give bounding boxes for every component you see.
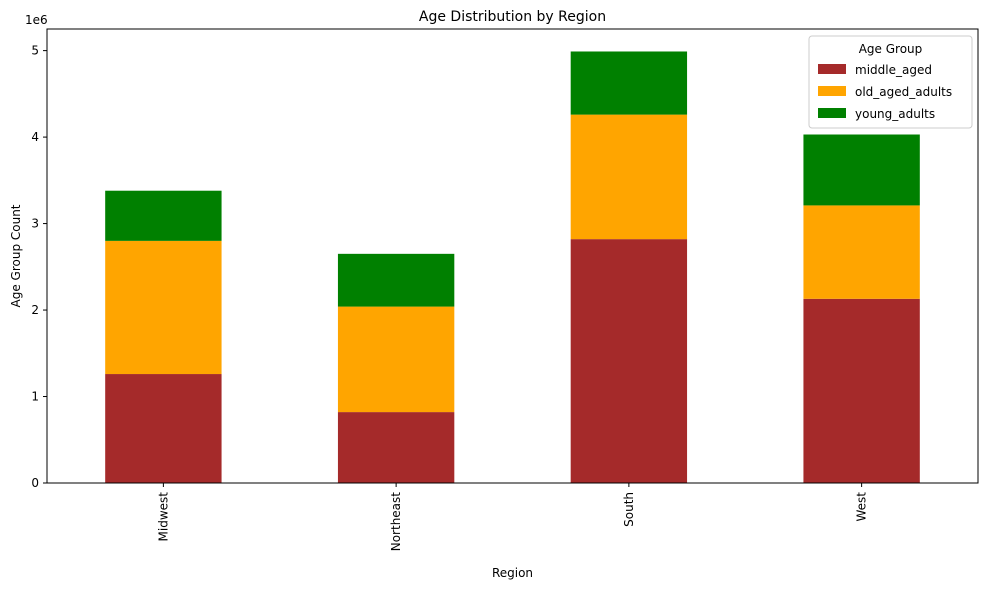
y-tick-label: 2	[31, 303, 39, 317]
bar-old_aged_adults-west	[803, 205, 920, 299]
y-tick-label: 1	[31, 390, 39, 404]
bar-middle_aged-south	[570, 239, 688, 483]
legend-label-young_adults: young_adults	[855, 107, 935, 121]
y-tick-label: 4	[31, 130, 39, 144]
bar-young_adults-midwest	[105, 190, 222, 241]
chart-title: Age Distribution by Region	[419, 9, 606, 25]
bar-middle_aged-midwest	[105, 374, 222, 483]
bar-middle_aged-northeast	[337, 412, 455, 483]
legend-label-old_aged_adults: old_aged_adults	[855, 85, 952, 99]
legend-label-middle_aged: middle_aged	[855, 63, 932, 77]
x-axis-label: Region	[492, 566, 533, 580]
bar-young_adults-south	[570, 51, 688, 115]
legend-swatch-middle_aged	[818, 64, 846, 74]
plot-frame	[46, 28, 979, 484]
bar-old_aged_adults-midwest	[105, 240, 222, 375]
bar-middle_aged-west	[803, 298, 920, 483]
legend-box	[808, 35, 973, 129]
y-axis-label: Age Group Count	[9, 204, 23, 307]
y-tick-label: 3	[31, 217, 39, 231]
legend-title: Age Group	[859, 42, 923, 56]
y-tick-label: 5	[31, 44, 39, 58]
bar-old_aged_adults-south	[570, 114, 688, 240]
x-tick-label-midwest: Midwest	[156, 492, 170, 542]
legend: Age Group middle_aged old_aged_adultsyoung…	[808, 35, 973, 129]
bar-old_aged_adults-northeast	[337, 306, 455, 413]
y-axis-multiplier: 1e6	[25, 13, 48, 27]
bar-young_adults-northeast	[337, 253, 455, 307]
x-tick-label-west: West	[855, 492, 869, 522]
x-tick-label-south: South	[622, 492, 636, 527]
legend-swatch-young_adults	[818, 108, 846, 118]
x-axis: Midwest Northeast South West	[156, 483, 869, 552]
legend-swatch-old_aged_adults	[818, 86, 846, 96]
bars-group	[105, 51, 920, 483]
y-tick-label: 0	[31, 476, 39, 490]
bar-young_adults-west	[803, 134, 920, 206]
x-tick-label-northeast: Northeast	[389, 492, 403, 552]
y-axis: 0 1 2 3 4 5	[31, 44, 47, 490]
